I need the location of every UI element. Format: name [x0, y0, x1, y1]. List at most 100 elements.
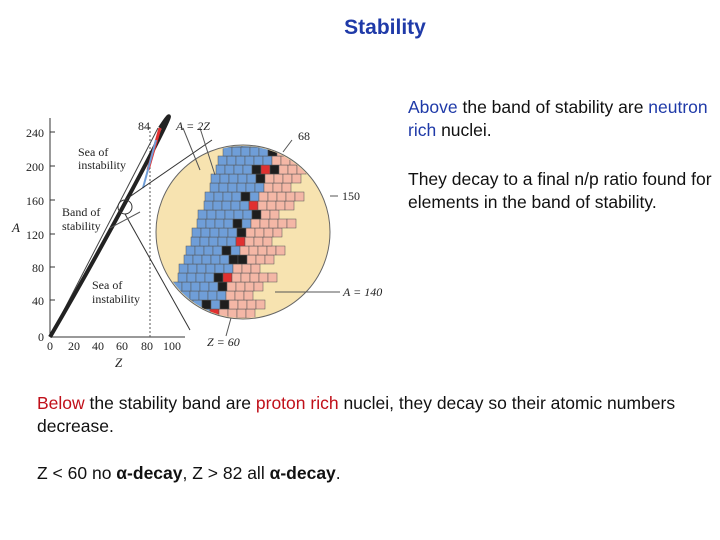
nuclide-square — [267, 191, 278, 202]
nuclide-square — [183, 254, 194, 265]
nuclide-square — [232, 218, 243, 229]
nuclide-square — [205, 263, 216, 274]
nuclide-square — [216, 290, 227, 301]
nuclide-square — [249, 191, 260, 202]
nuclide-square — [263, 227, 274, 238]
decay-paragraph: They decay to a final n/p ratio found fo… — [408, 169, 712, 212]
nuclide-square — [303, 146, 314, 157]
pointer-a2z — [199, 127, 216, 176]
nuclide-square — [260, 164, 271, 175]
nuclide-square — [227, 182, 238, 193]
nuclide-square — [209, 227, 220, 238]
label-68: 68 — [298, 129, 310, 143]
nuclide-square — [245, 308, 256, 318]
nuclide-square — [218, 182, 229, 193]
nuclide-square — [159, 317, 170, 318]
nuclide-square — [210, 173, 221, 184]
above-text-1: the band of stability are — [457, 97, 649, 117]
alpha-text-3: . — [335, 463, 341, 483]
nuclide-square — [305, 164, 316, 175]
nuclide-square — [215, 164, 226, 175]
nuclide-square — [294, 191, 305, 202]
nuclide-square — [212, 200, 223, 211]
nuclide-square — [212, 245, 223, 256]
nuclide-square — [236, 227, 247, 238]
nuclide-square — [241, 218, 252, 229]
label-a140: A = 140 — [342, 285, 382, 299]
nuclide-square — [194, 245, 205, 256]
nuclide-square — [232, 263, 243, 274]
nuclide-square — [294, 146, 305, 157]
nuclide-square — [241, 263, 252, 274]
nuclide-square — [282, 173, 293, 184]
nuclide-square — [231, 191, 242, 202]
nuclide-square — [262, 155, 273, 166]
nuclide-square — [259, 218, 270, 229]
nuclide-square — [255, 173, 266, 184]
nuclide-square — [199, 236, 210, 247]
nuclide-square — [236, 308, 247, 318]
nuclide-square — [287, 164, 298, 175]
nuclide-square — [264, 254, 275, 265]
nuclide-square — [268, 146, 279, 148]
nuclide-square — [204, 191, 215, 202]
pointer-band — [109, 211, 141, 229]
nuclide-square — [213, 191, 224, 202]
alpha-text-1: Z < 60 no — [37, 463, 117, 483]
nuclide-square — [206, 209, 217, 220]
nuclide-square — [224, 164, 235, 175]
nuclide-square — [244, 155, 255, 166]
nuclide-square — [249, 272, 260, 283]
nuclide-square — [281, 182, 292, 193]
nuclide-square — [237, 299, 248, 310]
nuclide-square — [177, 272, 188, 283]
nuclide-square — [189, 290, 200, 301]
nuclide-square — [196, 263, 207, 274]
nuclide-square — [186, 317, 197, 318]
pointer-84 — [182, 127, 201, 171]
below-word: Below — [37, 393, 85, 413]
nuclide-square — [259, 146, 270, 148]
nuclide-square — [223, 218, 234, 229]
nuclide-square — [227, 227, 238, 238]
nuclide-square — [278, 164, 289, 175]
nuclide-square — [255, 254, 266, 265]
nuclide-square — [263, 182, 274, 193]
y-tick-0: 0 — [38, 330, 44, 344]
nuclide-square — [199, 281, 210, 292]
nuclide-square — [192, 254, 203, 265]
nuclide-square — [277, 146, 288, 148]
stability-band-curve — [48, 114, 171, 339]
nuclide-square — [250, 263, 261, 274]
nuclide-square — [291, 173, 302, 184]
nuclide-square — [205, 218, 216, 229]
x-tick-20: 20 — [68, 339, 80, 353]
nuclide-square — [286, 218, 297, 229]
nuclide-square — [174, 299, 185, 310]
nuclide-square — [280, 155, 291, 166]
nuclide-square — [253, 155, 264, 166]
nuclide-square — [210, 254, 221, 265]
nuclide-square — [226, 236, 237, 247]
nuclide-square — [269, 164, 280, 175]
nuclide-square — [296, 164, 307, 175]
nuclide-square — [226, 155, 237, 166]
label-z60: Z = 60 — [207, 335, 240, 349]
label-a2z: A = 2Z — [175, 119, 210, 133]
nuclide-square — [248, 200, 259, 211]
nuclide-square — [231, 272, 242, 283]
nuclide-square — [218, 227, 229, 238]
nuclide-square — [191, 227, 202, 238]
nuclide-square — [204, 317, 215, 318]
sea-top-line2: instability — [78, 158, 126, 172]
y-tick-200: 200 — [26, 160, 44, 174]
nuclide-square — [266, 245, 277, 256]
nuclide-square — [235, 236, 246, 247]
above-paragraph: Above the band of stability are neutron … — [408, 96, 708, 142]
nuclide-square — [215, 209, 226, 220]
above-text-2: nuclei. — [436, 120, 492, 140]
nuclide-square — [217, 236, 228, 247]
zoom-line-bottom — [124, 213, 191, 331]
nuclide-square — [276, 191, 287, 202]
nuclide-square — [251, 209, 262, 220]
